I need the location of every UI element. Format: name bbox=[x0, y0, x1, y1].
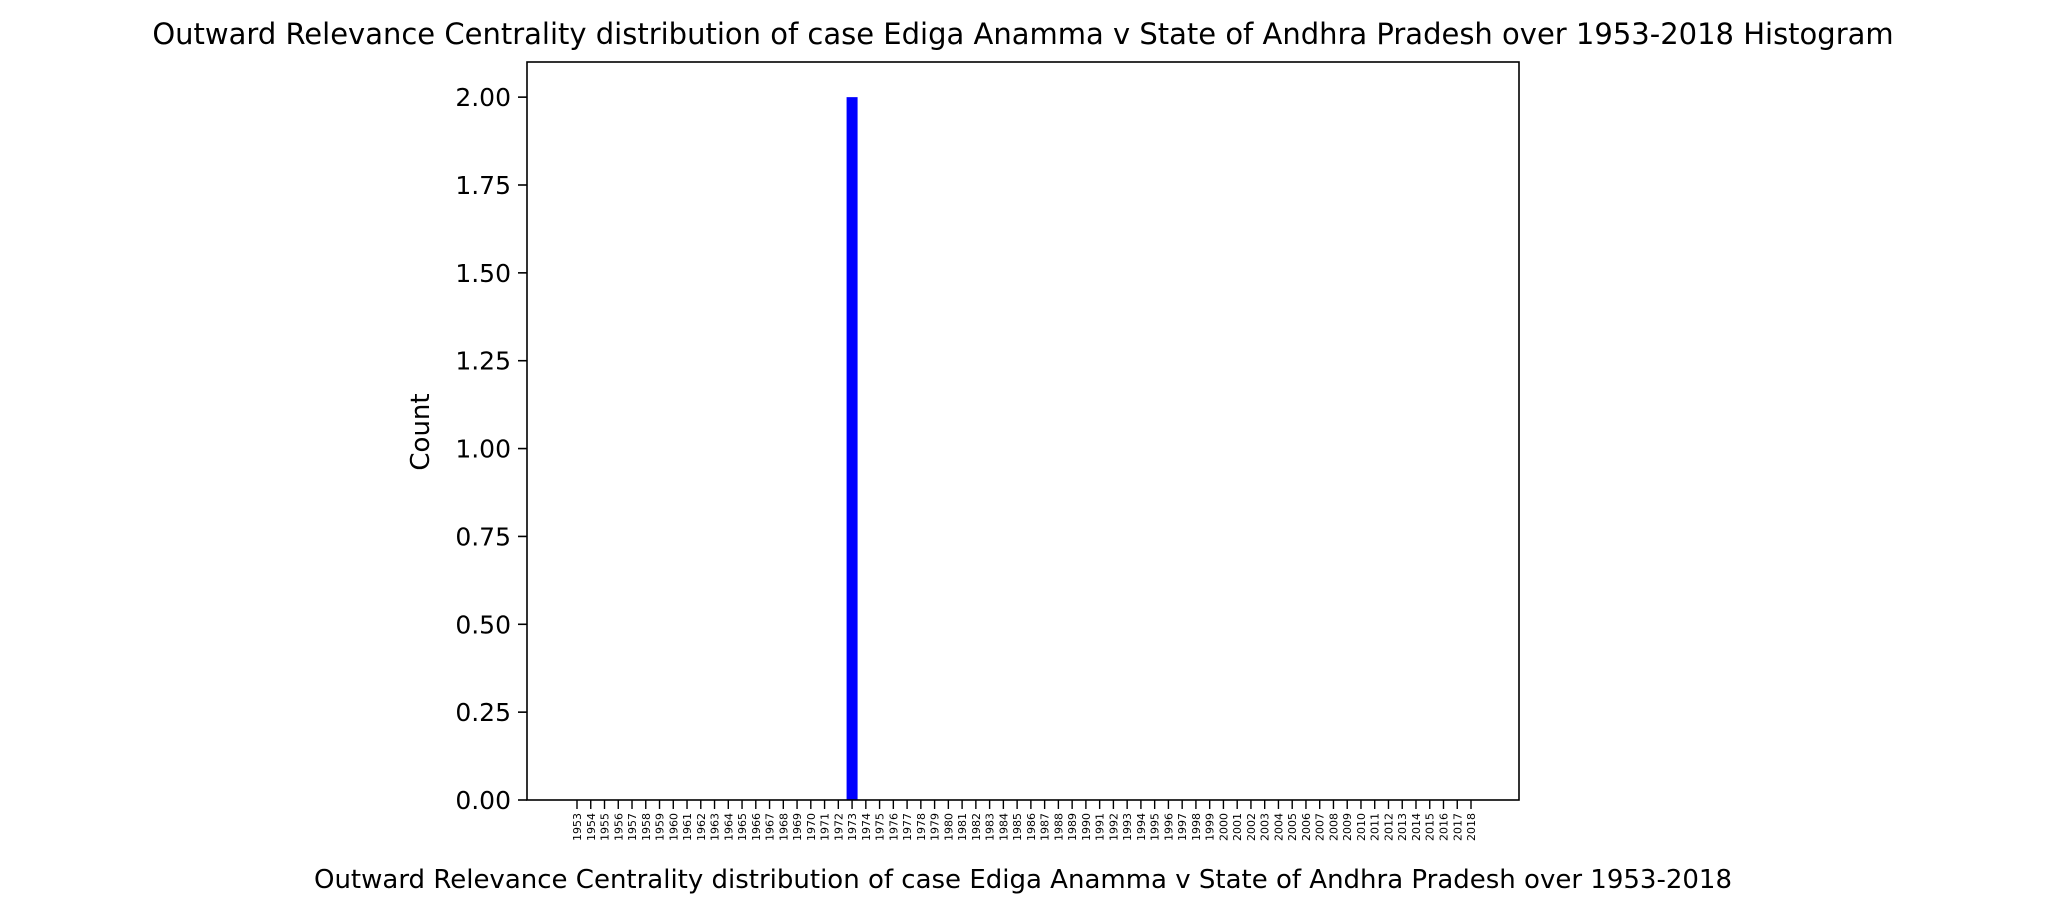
x-tick-label: 1998 bbox=[1190, 813, 1203, 841]
x-tick-label: 2003 bbox=[1259, 813, 1272, 841]
x-tick-label: 1978 bbox=[915, 813, 928, 841]
y-tick-label: 0.50 bbox=[455, 610, 511, 639]
x-tick-label: 2002 bbox=[1245, 813, 1258, 841]
y-axis: 0.00 0.25 0.50 0.75 1.00 1.25 1.50 1.75 2.00 bbox=[455, 83, 527, 815]
x-tick-label: 1977 bbox=[901, 813, 914, 841]
y-tick-label: 1.25 bbox=[455, 347, 511, 376]
y-tick-label: 0.25 bbox=[455, 698, 511, 727]
x-tick-label: 1989 bbox=[1066, 813, 1079, 841]
x-tick-label: 1962 bbox=[695, 813, 708, 841]
plot-frame bbox=[526, 61, 1520, 801]
x-tick-label: 2010 bbox=[1355, 813, 1368, 841]
x-tick-label: 1958 bbox=[640, 813, 653, 841]
x-tick-label: 1955 bbox=[599, 813, 612, 841]
x-tick-label: 1995 bbox=[1149, 813, 1162, 841]
x-tick-label: 1984 bbox=[997, 813, 1010, 841]
x-tick-label: 1953 bbox=[571, 813, 584, 841]
bars-layer bbox=[846, 97, 858, 800]
x-tick-label: 1968 bbox=[777, 813, 790, 841]
x-tick-label: 1971 bbox=[819, 813, 832, 841]
x-tick-label: 1982 bbox=[970, 813, 983, 841]
x-tick-label: 1979 bbox=[929, 813, 942, 841]
x-tick-label: 2009 bbox=[1341, 813, 1354, 841]
x-tick-label: 1999 bbox=[1204, 813, 1217, 841]
x-tick-label: 1981 bbox=[956, 813, 969, 841]
x-tick-label: 1973 bbox=[846, 813, 859, 841]
x-tick-label: 1994 bbox=[1135, 813, 1148, 841]
x-tick-label: 1975 bbox=[874, 813, 887, 841]
x-tick-label: 1983 bbox=[984, 813, 997, 841]
x-tick-label: 2013 bbox=[1396, 813, 1409, 841]
x-tick-label: 1986 bbox=[1025, 813, 1038, 841]
x-tick-label: 1970 bbox=[805, 813, 818, 841]
x-tick-label: 1972 bbox=[832, 813, 845, 841]
chart-title: Outward Relevance Centrality distributio… bbox=[152, 17, 1893, 51]
x-tick-label: 2000 bbox=[1217, 813, 1230, 841]
x-tick-label: 2012 bbox=[1382, 813, 1395, 841]
x-tick-label: 2015 bbox=[1424, 813, 1437, 841]
x-tick-label: 1964 bbox=[722, 813, 735, 841]
x-tick-label: 1997 bbox=[1176, 813, 1189, 841]
x-tick-label: 1957 bbox=[626, 813, 639, 841]
x-tick-label: 1996 bbox=[1162, 813, 1175, 841]
y-tick-label: 1.00 bbox=[455, 435, 511, 464]
x-axis-label: Outward Relevance Centrality distributio… bbox=[314, 865, 1732, 895]
x-tick-label: 1969 bbox=[791, 813, 804, 841]
x-tick-label: 1967 bbox=[764, 813, 777, 841]
x-tick-label: 1954 bbox=[585, 813, 598, 841]
x-tick-label: 2005 bbox=[1286, 813, 1299, 841]
x-tick-label: 1985 bbox=[1011, 813, 1024, 841]
x-tick-label: 2006 bbox=[1300, 813, 1313, 841]
y-tick-label: 1.75 bbox=[455, 171, 511, 200]
x-tick-label: 1966 bbox=[750, 813, 763, 841]
x-tick-label: 1988 bbox=[1052, 813, 1065, 841]
x-tick-label: 2008 bbox=[1327, 813, 1340, 841]
x-tick-label: 1976 bbox=[887, 813, 900, 841]
x-tick-label: 1993 bbox=[1121, 813, 1134, 841]
y-tick-label: 1.50 bbox=[455, 259, 511, 288]
x-tick-label: 1992 bbox=[1107, 813, 1120, 841]
x-tick-label: 1974 bbox=[860, 813, 873, 841]
y-tick-label: 0.75 bbox=[455, 522, 511, 551]
y-tick-label: 2.00 bbox=[455, 83, 511, 112]
y-tick-label: 0.00 bbox=[455, 786, 511, 815]
x-tick-label: 2018 bbox=[1465, 813, 1478, 841]
x-axis: 1953 1954 1955 1956 1957 1958 1959 1960 1961 1962… bbox=[571, 800, 1478, 841]
x-tick-label: 2016 bbox=[1437, 813, 1450, 841]
x-tick-label: 1961 bbox=[681, 813, 694, 841]
x-tick-label: 2011 bbox=[1369, 813, 1382, 841]
x-tick-label: 1991 bbox=[1094, 813, 1107, 841]
bar-1973 bbox=[846, 97, 858, 800]
x-tick-label: 2007 bbox=[1314, 813, 1327, 841]
x-tick-label: 2001 bbox=[1231, 813, 1244, 841]
x-tick-label: 1963 bbox=[709, 813, 722, 841]
x-tick-label: 1987 bbox=[1039, 813, 1052, 841]
x-tick-label: 2004 bbox=[1272, 813, 1285, 841]
x-tick-label: 1959 bbox=[654, 813, 667, 841]
x-tick-label: 2017 bbox=[1451, 813, 1464, 841]
x-tick-label: 1960 bbox=[667, 813, 680, 841]
x-tick-label: 1980 bbox=[942, 813, 955, 841]
x-tick-label: 2014 bbox=[1410, 813, 1423, 841]
x-tick-label: 1956 bbox=[612, 813, 625, 841]
y-axis-label: Count bbox=[406, 393, 436, 470]
x-tick-label: 1990 bbox=[1080, 813, 1093, 841]
x-tick-label: 1965 bbox=[736, 813, 749, 841]
